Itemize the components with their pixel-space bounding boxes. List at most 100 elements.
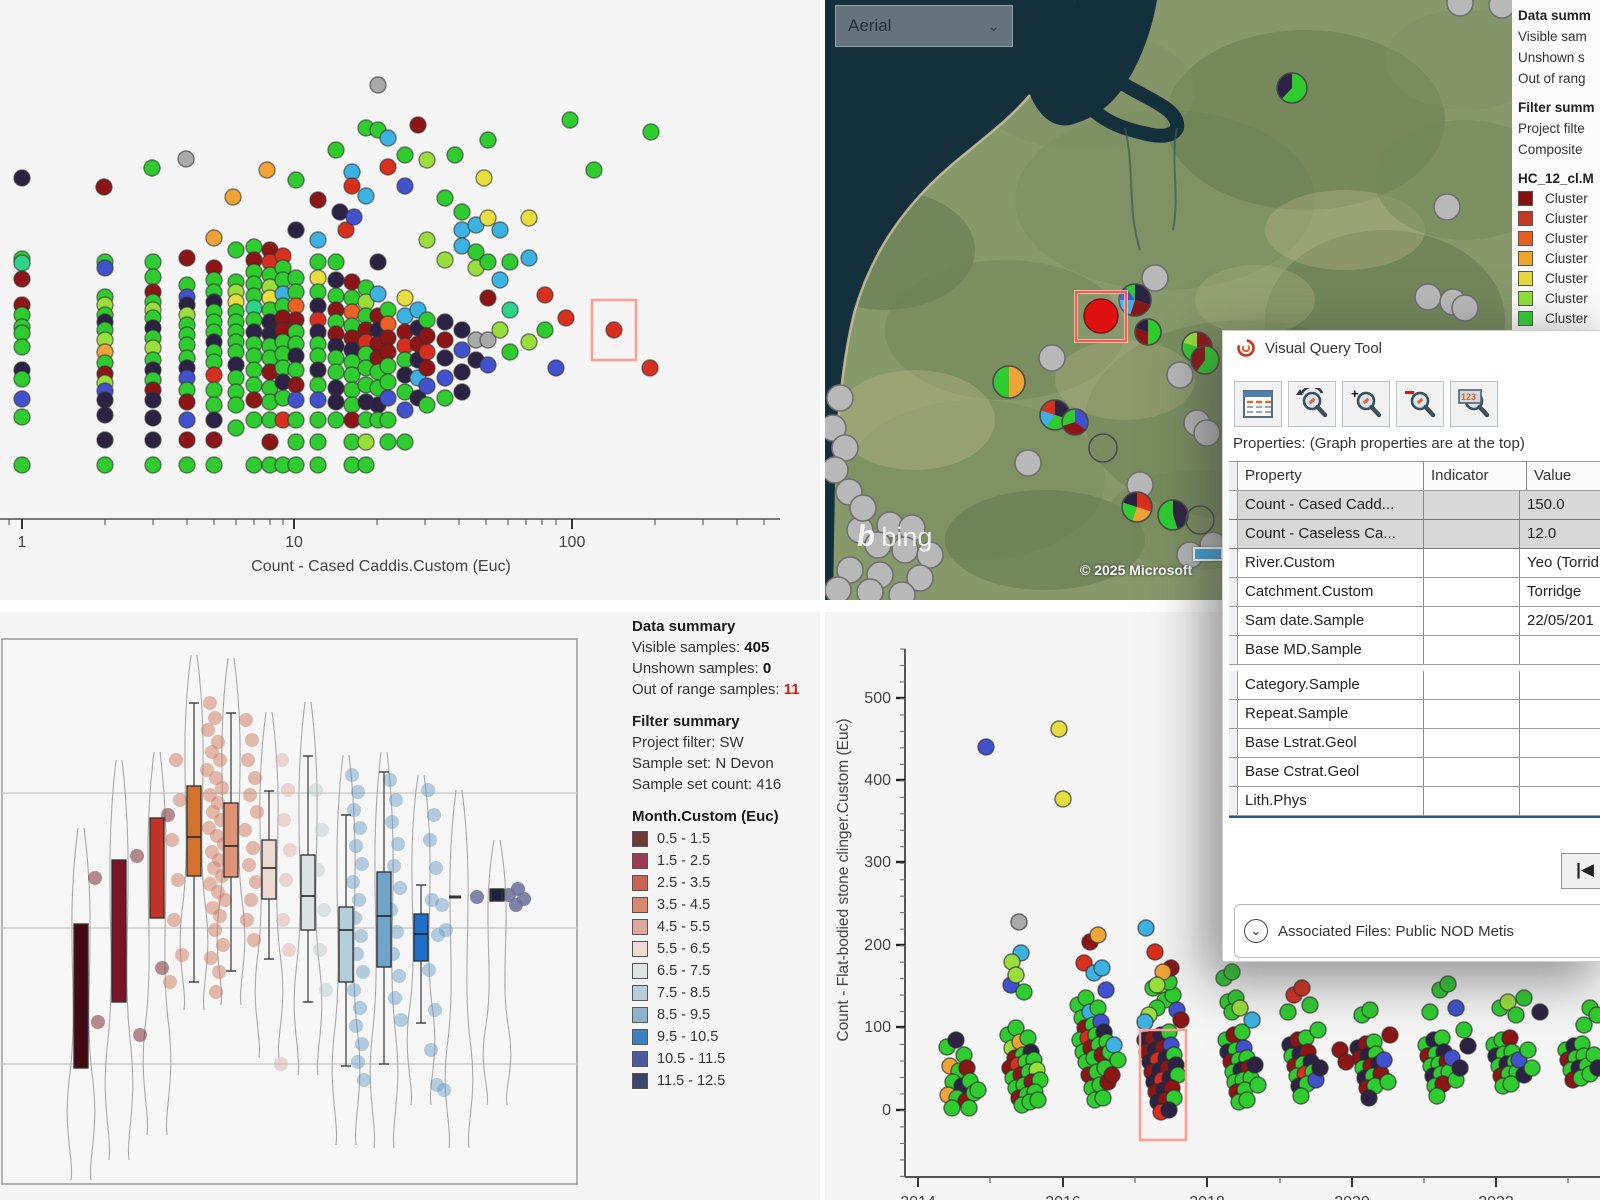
cluster-legend-list: Cluster Cluster Cluster Cluster Cluster Clust… bbox=[1518, 191, 1600, 326]
app-window: 110100Count - Cased Caddis.Custom (Euc) … bbox=[0, 0, 1600, 1200]
data-summary-title: Data summary bbox=[632, 618, 820, 635]
month-legend-item[interactable]: 7.5 - 8.5 bbox=[632, 985, 820, 1001]
properties-table[interactable]: PropertyIndicatorValueCount - Cased Cadd… bbox=[1229, 461, 1600, 818]
map-marker-unclassified[interactable] bbox=[1452, 295, 1478, 321]
sidebar-filter-summary-title: Filter summ bbox=[1518, 100, 1600, 115]
first-record-button[interactable]: |◀ bbox=[1561, 853, 1600, 889]
map-marker-unclassified[interactable] bbox=[889, 582, 915, 600]
month-legend-item[interactable]: 2.5 - 3.5 bbox=[632, 875, 820, 891]
associated-files-section[interactable]: ⌄ Associated Files: Public NOD Metis bbox=[1234, 904, 1600, 958]
properties-table-row[interactable]: Category.Sample bbox=[1229, 671, 1600, 700]
panel-scatter-cased-caddis: 110100Count - Cased Caddis.Custom (Euc) bbox=[0, 0, 820, 600]
month-legend-item[interactable]: 0.5 - 1.5 bbox=[632, 831, 820, 847]
cluster-legend-item[interactable]: Cluster bbox=[1518, 191, 1600, 206]
month-color-swatch bbox=[632, 1029, 648, 1045]
svg-text:+: + bbox=[1351, 388, 1359, 401]
month-legend-item[interactable]: 9.5 - 10.5 bbox=[632, 1029, 820, 1045]
cluster-legend-item[interactable]: Cluster bbox=[1518, 231, 1600, 246]
summary-line: Visible samples: 405 bbox=[632, 639, 820, 656]
visual-query-tool-dialog[interactable]: Visual Query Tool + 123 Properties: bbox=[1222, 330, 1600, 962]
cluster-color-swatch bbox=[1518, 231, 1533, 246]
sidebar-data-lines: Visible samUnshown sOut of rang bbox=[1518, 29, 1600, 86]
month-legend-item[interactable]: 3.5 - 4.5 bbox=[632, 897, 820, 913]
cluster-color-swatch bbox=[1518, 191, 1533, 206]
cluster-color-swatch bbox=[1518, 251, 1533, 266]
cluster-label: Cluster bbox=[1539, 191, 1588, 206]
properties-table-row[interactable]: River.CustomYeo (Torrid bbox=[1229, 549, 1600, 578]
month-range-label: 7.5 - 8.5 bbox=[657, 985, 710, 1001]
properties-table-row[interactable]: Catchment.CustomTorridge bbox=[1229, 578, 1600, 607]
map-marker-unclassified[interactable] bbox=[1039, 345, 1065, 371]
map-marker-unclassified[interactable] bbox=[1142, 265, 1168, 291]
add-query-button[interactable]: + bbox=[1342, 381, 1390, 427]
map-marker-selected[interactable] bbox=[1084, 299, 1118, 333]
sidebar-filter-lines: Project filteComposite bbox=[1518, 121, 1600, 157]
properties-table-row[interactable]: Base MD.Sample bbox=[1229, 636, 1600, 665]
month-color-swatch bbox=[632, 831, 648, 847]
chevron-down-circle-icon[interactable]: ⌄ bbox=[1244, 919, 1268, 943]
map-marker-unclassified[interactable] bbox=[1015, 450, 1041, 476]
month-legend-item[interactable]: 11.5 - 12.5 bbox=[632, 1073, 820, 1089]
month-legend-item[interactable]: 6.5 - 7.5 bbox=[632, 963, 820, 979]
map-marker-unclassified[interactable] bbox=[1415, 284, 1441, 310]
month-range-label: 1.5 - 2.5 bbox=[657, 853, 710, 869]
map-marker-unclassified[interactable] bbox=[1167, 362, 1193, 388]
cluster-legend-item[interactable]: Cluster bbox=[1518, 211, 1600, 226]
month-range-label: 8.5 - 9.5 bbox=[657, 1007, 710, 1023]
month-range-label: 3.5 - 4.5 bbox=[657, 897, 710, 913]
month-legend-item[interactable]: 1.5 - 2.5 bbox=[632, 853, 820, 869]
month-legend-item[interactable]: 10.5 - 11.5 bbox=[632, 1051, 820, 1067]
map-marker-unclassified[interactable] bbox=[827, 385, 853, 411]
remove-query-button[interactable] bbox=[1396, 381, 1444, 427]
properties-table-row[interactable]: Count - Cased Cadd...150.0 bbox=[1229, 491, 1600, 520]
svg-text:2016: 2016 bbox=[1045, 1194, 1081, 1200]
cluster-legend-item[interactable]: Cluster bbox=[1518, 291, 1600, 306]
month-legend-item[interactable]: 5.5 - 6.5 bbox=[632, 941, 820, 957]
query-values-button[interactable]: 123 bbox=[1450, 381, 1498, 427]
sidebar-data-summary-title: Data summ bbox=[1518, 8, 1600, 23]
cluster-label: Cluster bbox=[1539, 271, 1588, 286]
dialog-title: Visual Query Tool bbox=[1265, 340, 1382, 357]
properties-table-row[interactable]: Base Lstrat.Geol bbox=[1229, 729, 1600, 758]
month-legend-item[interactable]: 4.5 - 5.5 bbox=[632, 919, 820, 935]
svg-text:Count - Cased Caddis.Custom (E: Count - Cased Caddis.Custom (Euc) bbox=[251, 558, 511, 575]
bing-logo-text: bing bbox=[881, 522, 932, 553]
map-style-dropdown[interactable]: Aerial ⌄ bbox=[835, 5, 1013, 47]
svg-text:300: 300 bbox=[864, 854, 891, 871]
data-summary-lines: Visible samples: 405Unshown samples: 0Ou… bbox=[632, 639, 820, 698]
month-legend-title: Month.Custom (Euc) bbox=[632, 808, 820, 825]
map-marker-unclassified[interactable] bbox=[1194, 420, 1220, 446]
filter-summary-title: Filter summary bbox=[632, 713, 820, 730]
cluster-legend-item[interactable]: Cluster bbox=[1518, 311, 1600, 326]
cluster-legend-item[interactable]: Cluster bbox=[1518, 251, 1600, 266]
refresh-query-button[interactable] bbox=[1288, 381, 1336, 427]
properties-table-row[interactable]: Base Cstrat.Geol bbox=[1229, 758, 1600, 787]
cluster-color-swatch bbox=[1518, 291, 1533, 306]
month-color-swatch bbox=[632, 941, 648, 957]
properties-table-row[interactable]: Repeat.Sample bbox=[1229, 700, 1600, 729]
properties-table-row[interactable]: Sam date.Sample22/05/201 bbox=[1229, 607, 1600, 636]
scatter-plot-cased-caddis[interactable]: 110100Count - Cased Caddis.Custom (Euc) bbox=[0, 0, 820, 600]
sidebar-line: Visible sam bbox=[1518, 29, 1600, 44]
cluster-label: Cluster bbox=[1539, 231, 1588, 246]
svg-text:400: 400 bbox=[864, 772, 891, 789]
month-legend-item[interactable]: 8.5 - 9.5 bbox=[632, 1007, 820, 1023]
map-marker-unclassified[interactable] bbox=[850, 495, 876, 521]
map-marker-unclassified[interactable] bbox=[825, 577, 851, 600]
svg-text:1: 1 bbox=[18, 534, 27, 551]
properties-table-row[interactable]: Lith.Phys bbox=[1229, 787, 1600, 816]
svg-text:123: 123 bbox=[1461, 392, 1476, 402]
svg-text:2014: 2014 bbox=[900, 1194, 936, 1200]
cluster-label: Cluster bbox=[1539, 211, 1588, 226]
map-marker-unclassified[interactable] bbox=[857, 579, 883, 600]
cluster-legend-item[interactable]: Cluster bbox=[1518, 271, 1600, 286]
dialog-titlebar[interactable]: Visual Query Tool bbox=[1223, 331, 1600, 365]
month-range-label: 2.5 - 3.5 bbox=[657, 875, 710, 891]
month-color-swatch bbox=[632, 919, 648, 935]
svg-text:500: 500 bbox=[864, 690, 891, 707]
properties-table-row[interactable]: Count - Caseless Ca...12.0 bbox=[1229, 520, 1600, 549]
map-marker-unclassified[interactable] bbox=[1434, 194, 1460, 220]
sidebar-line: Project filte bbox=[1518, 121, 1600, 136]
show-table-button[interactable] bbox=[1234, 381, 1282, 427]
summary-line: Unshown samples: 0 bbox=[632, 660, 820, 677]
